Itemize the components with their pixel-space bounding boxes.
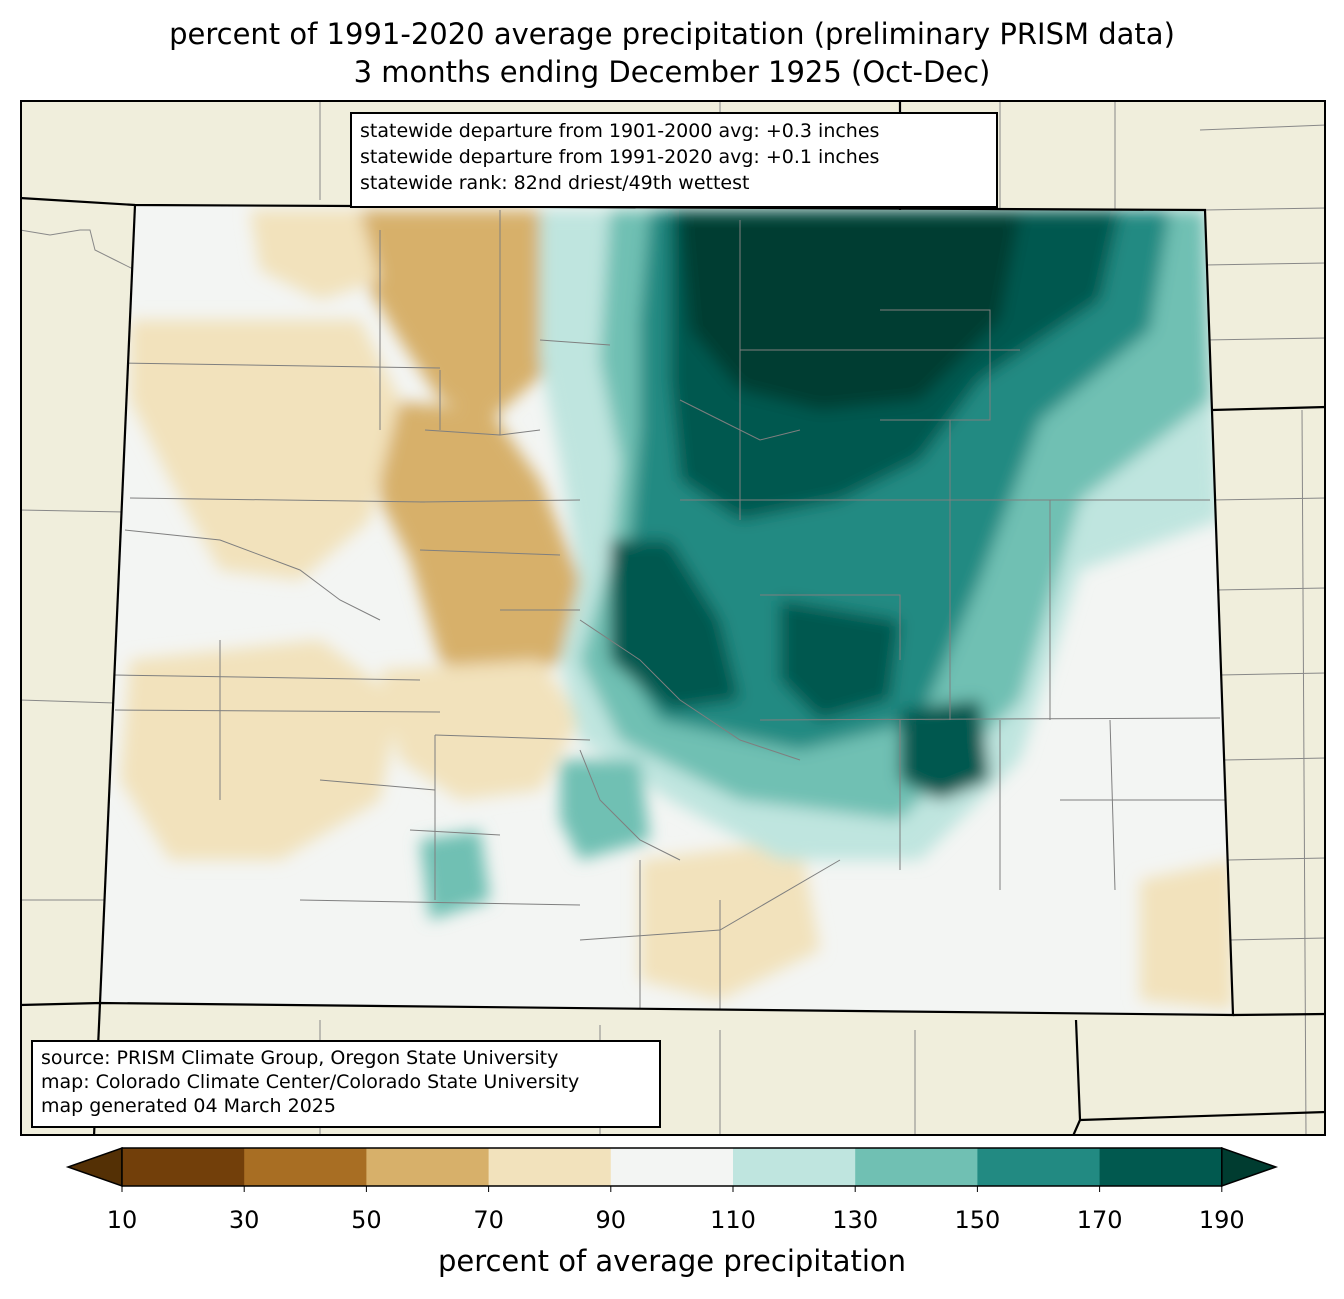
stats-line-3: statewide rank: 82nd driest/49th wettest bbox=[360, 172, 750, 194]
colorbar-tick-label: 170 bbox=[1076, 1206, 1123, 1234]
colorbar-segment bbox=[122, 1148, 245, 1186]
wet-region-extreme bbox=[680, 215, 1020, 410]
dry-region-southeast bbox=[1140, 860, 1233, 1010]
wet-region-central-core bbox=[780, 600, 900, 720]
colorbar-label: percent of average precipitation bbox=[437, 1244, 907, 1278]
colorbar bbox=[65, 1146, 1279, 1192]
credits-line-3: map generated 04 March 2025 bbox=[41, 1095, 336, 1117]
colorbar-segment bbox=[244, 1148, 367, 1186]
colorbar-tick-label: 70 bbox=[473, 1206, 504, 1234]
county-lines bbox=[114, 210, 1230, 1010]
colorbar-segment bbox=[366, 1148, 490, 1186]
colorbar-segment bbox=[488, 1148, 612, 1186]
dry-region-south bbox=[640, 840, 820, 1000]
colorbar-extend-high bbox=[1221, 1146, 1279, 1188]
colorbar-tick-label: 90 bbox=[595, 1206, 627, 1234]
colorbar-extend-low bbox=[65, 1146, 123, 1188]
colorbar-outline bbox=[121, 1147, 1223, 1187]
wet-region-southwest-spot bbox=[560, 760, 650, 860]
precipitation-map bbox=[20, 100, 1326, 1136]
dry-region-light-1 bbox=[130, 320, 400, 580]
wet-region-pikes-core bbox=[610, 540, 740, 710]
wet-region-southeast-core bbox=[900, 700, 990, 800]
colorbar-segment bbox=[977, 1148, 1101, 1186]
colorbar-tick-label: 110 bbox=[710, 1206, 756, 1234]
map-title-line1: percent of 1991-2020 average precipitati… bbox=[169, 17, 1175, 51]
dry-region-central bbox=[380, 400, 580, 700]
dry-region-far-north bbox=[250, 210, 380, 300]
colorbar-tick-label: 150 bbox=[954, 1206, 1001, 1234]
map-title-line2: 3 months ending December 1925 (Oct-Dec) bbox=[353, 55, 991, 89]
stats-line-2: statewide departure from 1991-2020 avg: … bbox=[360, 146, 880, 168]
stats-line-1: statewide departure from 1901-2000 avg: … bbox=[360, 120, 880, 142]
colorbar-segment bbox=[855, 1148, 978, 1186]
colorbar-segment bbox=[733, 1148, 856, 1186]
colorbar-tick-label: 30 bbox=[228, 1206, 260, 1234]
credits-line-2: map: Colorado Climate Center/Colorado St… bbox=[41, 1071, 580, 1093]
dry-region-north bbox=[360, 210, 580, 420]
dry-region-light-3 bbox=[380, 660, 580, 800]
colorbar-tick-label: 130 bbox=[832, 1206, 879, 1234]
credits-line-1: source: PRISM Climate Group, Oregon Stat… bbox=[41, 1047, 559, 1069]
map-frame bbox=[20, 100, 1326, 1136]
colorbar-tick-label: 10 bbox=[106, 1206, 138, 1234]
colorbar-segment bbox=[1099, 1148, 1223, 1186]
dry-region-light-2 bbox=[120, 640, 400, 860]
colorbar-segment bbox=[610, 1148, 734, 1186]
statewide-stats-box: statewide departure from 1901-2000 avg: … bbox=[350, 112, 998, 208]
source-credits-box: source: PRISM Climate Group, Oregon Stat… bbox=[31, 1040, 661, 1128]
colorbar-tick-label: 50 bbox=[351, 1206, 382, 1234]
colorbar-tick-label: 190 bbox=[1198, 1206, 1245, 1234]
wet-region-sanjuan-spot bbox=[420, 830, 490, 920]
